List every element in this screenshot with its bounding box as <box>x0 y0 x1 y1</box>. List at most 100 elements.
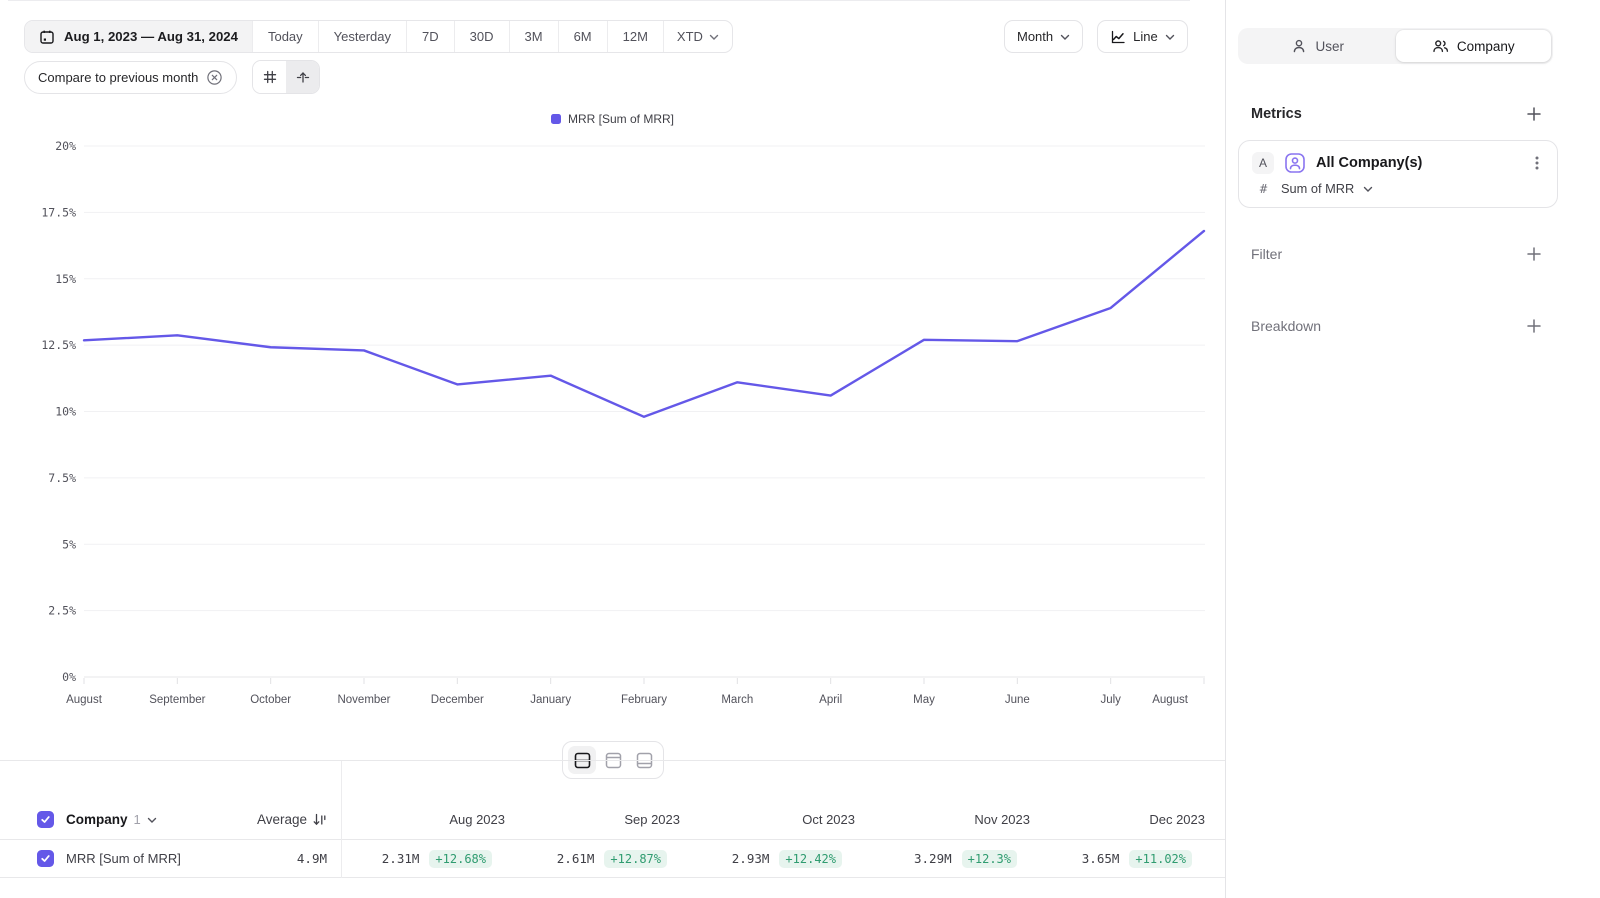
add-metric-button[interactable] <box>1526 106 1542 122</box>
filter-section-label: Filter <box>1251 246 1283 262</box>
x-axis-label: February <box>621 694 667 706</box>
entity-toggle: User Company <box>1238 28 1553 64</box>
chevron-down-icon[interactable] <box>1363 185 1373 193</box>
chart-controls: Month Line <box>1004 20 1188 53</box>
toggle-company[interactable]: Company <box>1395 30 1551 62</box>
table-cell: 2.93M +12.42% <box>691 849 866 868</box>
pull-up-toggle-button[interactable] <box>286 61 320 93</box>
company-avatar-icon <box>1284 152 1306 174</box>
top-divider <box>8 0 1190 1</box>
chart-table-divider <box>0 760 1225 761</box>
metric-card[interactable]: A All Company(s) # Sum of MRR <box>1238 140 1558 208</box>
metric-series-badge: A <box>1252 152 1274 174</box>
mrr-line-chart[interactable]: 0% 2.5% 5% 7.5% 10% 12.5% 15% 17.5% 20% August Sep… <box>0 132 1225 707</box>
plus-icon <box>1527 247 1541 261</box>
delta-badge: +11.02% <box>1129 849 1192 868</box>
y-axis-label: 5% <box>62 537 76 551</box>
table-header-row: Company 1 Average <box>0 761 1225 878</box>
compare-chip-label: Compare to previous month <box>38 69 199 85</box>
config-sidebar: User Company Metrics A <box>1225 0 1600 898</box>
metric-name: All Company(s) <box>1316 155 1423 171</box>
quick-range-6m[interactable]: 6M <box>557 21 607 52</box>
table-cell: 2.61M +12.87% <box>516 849 691 868</box>
legend-swatch <box>550 114 561 124</box>
remove-compare-icon[interactable] <box>206 69 223 86</box>
quick-range-today[interactable]: Today <box>251 21 318 52</box>
sort-icon <box>312 812 327 827</box>
chevron-down-icon <box>1060 33 1070 41</box>
check-icon <box>41 816 50 823</box>
table-cell: 2.31M +12.68% <box>341 849 516 868</box>
column-header[interactable]: Oct 2023 <box>802 812 855 827</box>
plus-icon <box>1527 107 1541 121</box>
quick-range-12m[interactable]: 12M <box>606 21 663 52</box>
y-axis-label: 20% <box>55 139 76 153</box>
table-row: MRR [Sum of MRR] 4.9M 2.31M +12.68% 2.61M +… <box>0 840 1225 878</box>
measure-selector[interactable]: Sum of MRR <box>1281 181 1355 196</box>
granularity-dropdown[interactable]: Month <box>1004 20 1084 53</box>
cell-value: 2.31M <box>381 851 420 866</box>
y-axis-label: 10% <box>55 405 76 419</box>
toggle-user[interactable]: User <box>1240 30 1396 62</box>
entity-count: 1 <box>133 812 141 827</box>
x-axis-label: June <box>1005 694 1030 706</box>
calendar-icon <box>39 29 55 45</box>
compare-chip[interactable]: Compare to previous month <box>24 60 238 94</box>
chevron-down-icon <box>709 33 719 41</box>
delta-badge: +12.68% <box>429 849 492 868</box>
quick-range-3m[interactable]: 3M <box>508 21 558 52</box>
x-axis-label: January <box>530 694 571 706</box>
row-checkbox[interactable] <box>37 850 54 867</box>
cell-value: 2.61M <box>556 851 595 866</box>
y-axis-label: 0% <box>62 670 76 684</box>
column-header[interactable]: Aug 2023 <box>449 812 505 827</box>
chart-type-dropdown[interactable]: Line <box>1097 20 1188 53</box>
legend-label: MRR [Sum of MRR] <box>567 112 674 126</box>
y-axis-label: 17.5% <box>41 205 76 219</box>
column-header[interactable]: Nov 2023 <box>974 812 1030 827</box>
cell-value: 3.29M <box>914 851 952 866</box>
metric-menu-button[interactable] <box>1530 155 1544 171</box>
chart-legend[interactable]: MRR [Sum of MRR] <box>0 112 1225 126</box>
column-header[interactable]: Dec 2023 <box>1149 812 1205 827</box>
quick-range-xtd[interactable]: XTD <box>662 21 732 52</box>
add-filter-button[interactable] <box>1526 246 1542 262</box>
x-axis-label: December <box>431 694 484 706</box>
user-icon <box>1291 38 1307 54</box>
y-axis-label: 7.5% <box>48 471 76 485</box>
entity-column-label[interactable]: Company <box>66 812 128 827</box>
delta-badge: +12.42% <box>779 849 842 868</box>
date-range-button[interactable]: Aug 1, 2023 — Aug 31, 2024 <box>25 21 252 52</box>
kebab-menu-icon <box>1535 156 1539 170</box>
table-cell: 3.65M +11.02% <box>1041 849 1216 868</box>
metric-row-label: MRR [Sum of MRR] <box>66 851 181 866</box>
x-axis-label: August <box>66 694 103 706</box>
select-all-checkbox[interactable] <box>37 811 54 828</box>
y-axis-label: 2.5% <box>48 604 76 618</box>
x-axis-label: July <box>1100 694 1121 706</box>
y-axis-label: 12.5% <box>41 338 76 352</box>
column-header[interactable]: Sep 2023 <box>624 812 680 827</box>
plus-icon <box>1527 319 1541 333</box>
average-column-header[interactable]: Average <box>257 812 327 827</box>
add-breakdown-button[interactable] <box>1526 318 1542 334</box>
date-range-label: Aug 1, 2023 — Aug 31, 2024 <box>64 29 238 44</box>
table-cell: 3.29M +12.3% <box>866 849 1041 868</box>
cell-value: 3.65M <box>1081 851 1120 866</box>
x-axis-label: April <box>819 694 842 706</box>
pull-up-icon <box>295 69 311 85</box>
cell-value: 2.93M <box>731 851 770 866</box>
breakdown-section-label: Breakdown <box>1251 318 1322 334</box>
quick-range-yesterday[interactable]: Yesterday <box>317 21 406 52</box>
y-axis-label: 15% <box>55 272 76 286</box>
quick-range-7d[interactable]: 7D <box>406 21 454 52</box>
quick-range-30d[interactable]: 30D <box>453 21 509 52</box>
line-chart-icon <box>1110 29 1126 45</box>
mrr-line-series <box>82 229 1206 419</box>
chevron-down-icon[interactable] <box>147 816 157 824</box>
compare-toolbar: Compare to previous month <box>24 60 321 94</box>
chart-panel: Aug 1, 2023 — Aug 31, 2024 Today Yesterda… <box>0 0 1225 878</box>
grid-toggle-button[interactable] <box>253 61 287 93</box>
x-axis-label: September <box>149 694 205 706</box>
metrics-section-title: Metrics <box>1251 106 1302 122</box>
